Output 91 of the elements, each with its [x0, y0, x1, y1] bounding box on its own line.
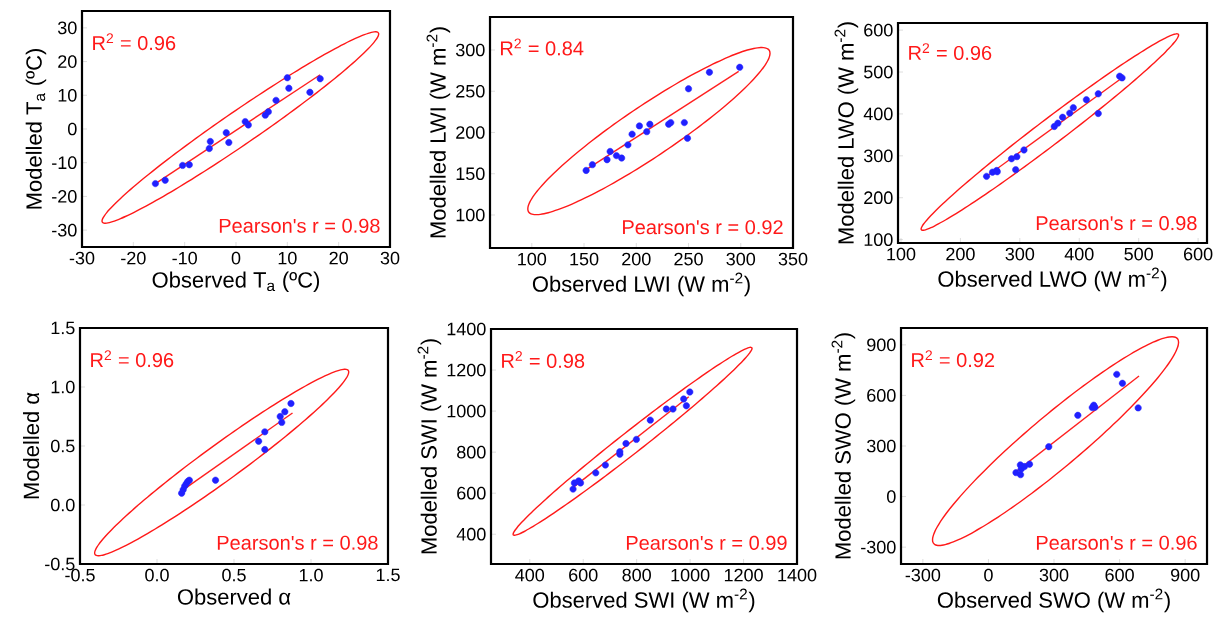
annotation: R$^{2}$ = 0.84	[501, 38, 584, 56]
y-tick-label: 900	[867, 338, 896, 352]
y-tick-label: 1400	[447, 322, 486, 336]
annotation: Pearson's r = 0.92	[623, 220, 783, 235]
y-axis-title: Modelled SWI (W m$^{-2}$)	[417, 339, 442, 554]
annotation: R$^{2}$ = 0.92	[912, 350, 995, 368]
y-tick-label: 300	[866, 439, 896, 453]
x-tick-label: -20	[121, 251, 146, 265]
x-tick-label: 1200	[724, 568, 763, 582]
x-tick-label: 0.5	[222, 568, 246, 582]
annotation: Pearson's r = 0.99	[626, 535, 787, 550]
x-tick-label: 900	[1170, 568, 1200, 582]
y-tick-label: 150	[456, 167, 485, 181]
x-tick-label: 20	[329, 251, 348, 265]
y-tick-label: 600	[867, 389, 896, 402]
x-tick-label: 200	[946, 247, 975, 261]
y-tick-label: -20	[52, 190, 77, 203]
y-tick-label: 0.0	[50, 498, 75, 512]
x-tick-label: 0.0	[145, 568, 169, 582]
y-tick-label: 1000	[447, 404, 486, 418]
y-tick-label: 0	[68, 122, 77, 136]
y-tick-label: 100	[456, 208, 485, 222]
y-tick-label: 10	[58, 88, 77, 102]
y-tick-label: 300	[455, 43, 485, 57]
y-tick-label: 1.0	[51, 380, 75, 394]
x-axis-title: Observed LWI (W m$^{-2}$)	[532, 272, 750, 297]
x-tick-label: 600	[569, 568, 598, 582]
x-tick-label: 400	[515, 568, 545, 582]
x-tick-label: 100	[887, 247, 916, 261]
x-tick-label: 1000	[671, 568, 710, 582]
x-axis-title: Observed SWI (W m$^{-2}$)	[533, 588, 755, 613]
x-tick-label: 1400	[778, 568, 817, 582]
annotation: R$^{2}$ = 0.96	[909, 43, 992, 61]
y-tick-label: 0.5	[50, 439, 75, 453]
y-axis-title: Modelled LWI (W m$^{-2}$)	[426, 27, 451, 238]
y-tick-label: 300	[863, 149, 893, 163]
x-tick-label: 800	[622, 568, 651, 582]
y-tick-label: 100	[864, 233, 893, 247]
x-tick-label: -30	[69, 251, 95, 265]
y-tick-label: 800	[457, 445, 486, 459]
y-axis-title: Modelled SWO (W m$^{-2}$)	[831, 333, 856, 559]
x-tick-label: 30	[380, 251, 400, 265]
x-tick-label: 300	[726, 252, 756, 266]
y-tick-label: 400	[456, 527, 486, 541]
x-tick-label: -10	[172, 251, 197, 265]
x-tick-label: 500	[1124, 247, 1153, 261]
x-axis-title: Observed α	[177, 588, 291, 605]
y-tick-label: -300	[861, 540, 896, 554]
y-tick-label: 200	[456, 126, 485, 139]
x-tick-label: -300	[905, 568, 941, 582]
x-tick-label: 250	[674, 252, 703, 266]
y-tick-label: 30	[57, 21, 77, 35]
y-tick-label: 400	[863, 107, 893, 121]
y-axis-title: Modelled α	[23, 392, 40, 499]
x-tick-label: 200	[622, 252, 651, 266]
y-tick-label: 600	[457, 486, 486, 500]
y-axis-title: Modelled T$_{a}$ (ºC)	[25, 49, 47, 209]
y-tick-label: 1200	[447, 363, 486, 377]
y-tick-label: -30	[52, 223, 77, 237]
x-tick-label: 400	[1064, 247, 1094, 261]
y-tick-label: -10	[52, 156, 77, 170]
y-tick-label: 600	[864, 23, 893, 37]
x-tick-label: 1.5	[376, 568, 400, 582]
annotation: Pearson's r = 0.96	[1036, 535, 1197, 550]
annotation: Pearson's r = 0.98	[1036, 216, 1197, 231]
x-axis-title: Observed LWO (W m$^{-2}$)	[938, 267, 1167, 292]
x-tick-label: 100	[518, 252, 547, 266]
y-tick-label: 20	[58, 55, 77, 68]
x-axis-title: Observed T$_{a}$ (ºC)	[152, 271, 320, 293]
annotation: Pearson's r = 0.98	[217, 535, 378, 550]
y-tick-label: 1.5	[51, 321, 75, 335]
annotation: Pearson's r = 0.98	[219, 218, 380, 233]
y-tick-label: 200	[864, 191, 893, 205]
x-tick-label: 0	[984, 568, 993, 582]
x-tick-label: 10	[278, 251, 297, 265]
x-tick-label: 150	[570, 252, 599, 266]
y-tick-label: 0	[887, 490, 896, 503]
annotation: R$^{2}$ = 0.96	[93, 33, 176, 51]
x-tick-label: 0	[231, 251, 241, 265]
x-axis-title: Observed SWO (W m$^{-2}$)	[937, 588, 1170, 613]
annotation: R$^{2}$ = 0.98	[502, 351, 585, 368]
annotation: R$^{2}$ = 0.96	[91, 350, 174, 368]
x-tick-label: 600	[1184, 247, 1213, 261]
y-axis-title: Modelled LWO (W m$^{-2}$)	[834, 22, 859, 244]
x-tick-label: 1.0	[299, 568, 323, 582]
x-tick-label: 350	[778, 252, 808, 266]
y-tick-label: 500	[864, 65, 893, 79]
x-tick-label: 600	[1105, 568, 1134, 582]
x-tick-label: 300	[1005, 247, 1035, 261]
y-tick-label: 250	[456, 84, 485, 98]
x-tick-label: 300	[1039, 568, 1069, 582]
